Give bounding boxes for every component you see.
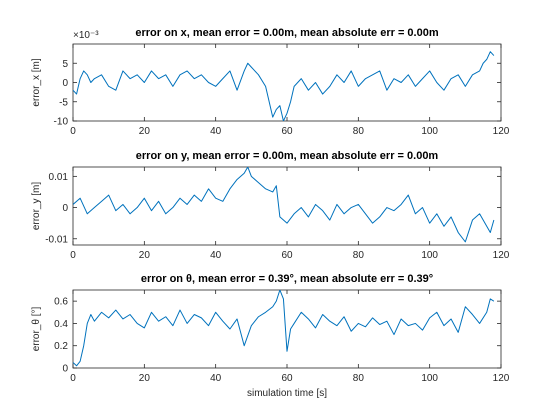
chart-1-xtick-label-1: 20 xyxy=(139,250,151,261)
chart-1-ytick-label-2: 0.01 xyxy=(49,172,69,183)
chart-1-xtick-label-3: 60 xyxy=(281,250,293,261)
chart-1-xtick-label-5: 100 xyxy=(421,250,438,261)
chart-0-xtick-label-3: 60 xyxy=(281,126,293,137)
chart-1-ytick-label-0: -0.01 xyxy=(45,234,68,245)
chart-0-exponent-label: ×10⁻³ xyxy=(73,30,99,41)
chart-1-title: error on y, mean error = 0.00m, mean abs… xyxy=(136,150,439,162)
chart-0-xtick-label-4: 80 xyxy=(353,126,365,137)
chart-2-xtick-label-3: 60 xyxy=(281,373,293,384)
subplot-error-x: 0 20 40 60 80 100 120 -10 -5 0 5 error on x, mean e… xyxy=(31,27,510,137)
chart-1-axes-box xyxy=(72,166,502,246)
chart-2-xtick-label-2: 40 xyxy=(210,373,222,384)
chart-1-xtick-label-4: 80 xyxy=(353,250,365,261)
chart-1-xtick-label-6: 120 xyxy=(493,250,510,261)
chart-0-ylabel: error_x [m] xyxy=(31,58,42,107)
chart-0-xtick-label-0: 0 xyxy=(70,126,76,137)
chart-2-ytick-label-3: 0.6 xyxy=(54,297,68,308)
chart-1-series-line-0 xyxy=(73,167,495,243)
chart-2-xtick-label-0: 0 xyxy=(70,373,76,384)
chart-2-axes-box xyxy=(72,289,502,369)
subplot-error-theta: 0 20 40 60 80 100 120 0 0.2 0.4 0.6 error on θ, mea… xyxy=(31,273,510,399)
chart-2-ylabel: error_θ [°] xyxy=(31,306,42,351)
chart-2-xtick-label-6: 120 xyxy=(493,373,510,384)
chart-0-title: error on x, mean error = 0.00m, mean abs… xyxy=(135,27,438,39)
chart-0-ytick-label-3: 5 xyxy=(62,59,68,70)
chart-1-xtick-label-0: 0 xyxy=(70,250,76,261)
chart-0-ytick-label-2: 0 xyxy=(62,78,68,89)
chart-1-xtick-label-2: 40 xyxy=(210,250,222,261)
chart-2-title: error on θ, mean error = 0.39°, mean abs… xyxy=(141,273,433,285)
chart-0-xtick-label-6: 120 xyxy=(493,126,510,137)
chart-2-ytick-label-0: 0 xyxy=(62,364,68,375)
chart-0-series-line-0 xyxy=(73,51,495,121)
chart-1-ylabel: error_y [m] xyxy=(31,182,42,231)
chart-2-xtick-label-5: 100 xyxy=(421,373,438,384)
chart-1-ytick-label-1: 0 xyxy=(62,203,68,214)
chart-0-xtick-label-2: 40 xyxy=(210,126,222,137)
chart-2-xtick-label-1: 20 xyxy=(139,373,151,384)
chart-2-xlabel: simulation time [s] xyxy=(247,388,327,399)
chart-2-ytick-label-1: 0.2 xyxy=(54,341,68,352)
chart-0-ytick-label-1: -5 xyxy=(59,97,68,108)
chart-0-xtick-label-1: 20 xyxy=(139,126,151,137)
chart-2-xtick-label-4: 80 xyxy=(353,373,365,384)
chart-0-ytick-label-0: -10 xyxy=(54,117,69,128)
chart-0-xtick-label-5: 100 xyxy=(421,126,438,137)
chart-2-series-line-0 xyxy=(73,290,495,367)
chart-2-ytick-label-2: 0.4 xyxy=(54,319,68,330)
